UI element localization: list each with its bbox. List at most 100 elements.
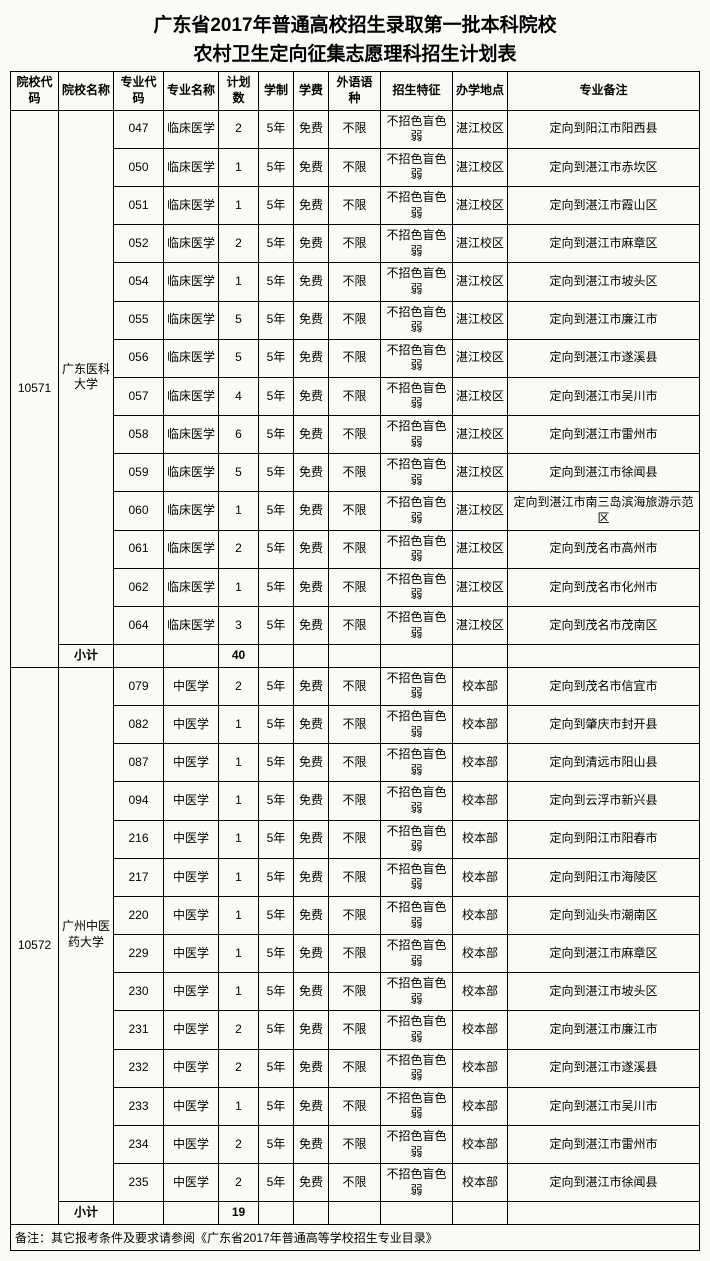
cell-loc: 校本部 bbox=[453, 973, 508, 1011]
cell-loc: 校本部 bbox=[453, 782, 508, 820]
cell-fee: 免费 bbox=[294, 1011, 329, 1049]
table-row: 050临床医学15年免费不限不招色盲色弱湛江校区定向到湛江市赤坎区 bbox=[11, 148, 700, 186]
cell-mc: 059 bbox=[114, 454, 164, 492]
subtotal-label: 小计 bbox=[59, 1202, 114, 1225]
cell-lang: 不限 bbox=[329, 301, 381, 339]
cell-pc: 4 bbox=[219, 377, 259, 415]
cell-loc: 校本部 bbox=[453, 935, 508, 973]
cell-fee: 免费 bbox=[294, 1164, 329, 1202]
cell-fee: 免费 bbox=[294, 225, 329, 263]
cell-mn: 中医学 bbox=[164, 896, 219, 934]
cell-pc: 1 bbox=[219, 148, 259, 186]
cell-mc: 058 bbox=[114, 416, 164, 454]
cell-rm: 定向到湛江市麻章区 bbox=[508, 225, 700, 263]
cell-len: 5年 bbox=[259, 782, 294, 820]
page-title-line2: 农村卫生定向征集志愿理科招生计划表 bbox=[10, 43, 700, 68]
cell-lang: 不限 bbox=[329, 377, 381, 415]
table-row: 056临床医学55年免费不限不招色盲色弱湛江校区定向到湛江市遂溪县 bbox=[11, 339, 700, 377]
cell-req: 不招色盲色弱 bbox=[381, 1049, 453, 1087]
cell-loc: 湛江校区 bbox=[453, 492, 508, 530]
cell-loc: 湛江校区 bbox=[453, 148, 508, 186]
cell-mc: 079 bbox=[114, 667, 164, 705]
cell-pc: 2 bbox=[219, 667, 259, 705]
table-row: 062临床医学15年免费不限不招色盲色弱湛江校区定向到茂名市化州市 bbox=[11, 568, 700, 606]
th-fee: 学费 bbox=[294, 72, 329, 110]
subtotal-row: 小计40 bbox=[11, 645, 700, 668]
cell-pc: 5 bbox=[219, 301, 259, 339]
table-row: 060临床医学15年免费不限不招色盲色弱湛江校区定向到湛江市南三岛滨海旅游示范区 bbox=[11, 492, 700, 530]
cell-pc: 2 bbox=[219, 1049, 259, 1087]
cell-fee: 免费 bbox=[294, 782, 329, 820]
cell-len: 5年 bbox=[259, 492, 294, 530]
cell-req: 不招色盲色弱 bbox=[381, 148, 453, 186]
subtotal-cell bbox=[164, 1202, 219, 1225]
cell-mn: 临床医学 bbox=[164, 530, 219, 568]
cell-rm: 定向到湛江市廉江市 bbox=[508, 301, 700, 339]
table-row: 234中医学25年免费不限不招色盲色弱校本部定向到湛江市雷州市 bbox=[11, 1126, 700, 1164]
cell-len: 5年 bbox=[259, 1164, 294, 1202]
cell-mn: 中医学 bbox=[164, 667, 219, 705]
cell-pc: 3 bbox=[219, 607, 259, 645]
cell-loc: 校本部 bbox=[453, 1164, 508, 1202]
cell-len: 5年 bbox=[259, 896, 294, 934]
cell-lang: 不限 bbox=[329, 568, 381, 606]
cell-mc: 061 bbox=[114, 530, 164, 568]
table-row: 057临床医学45年免费不限不招色盲色弱湛江校区定向到湛江市吴川市 bbox=[11, 377, 700, 415]
cell-len: 5年 bbox=[259, 1011, 294, 1049]
cell-fee: 免费 bbox=[294, 858, 329, 896]
cell-mn: 中医学 bbox=[164, 858, 219, 896]
footnote: 备注：其它报考条件及要求请参阅《广东省2017年普通高等学校招生专业目录》 bbox=[10, 1225, 700, 1251]
cell-len: 5年 bbox=[259, 858, 294, 896]
cell-fee: 免费 bbox=[294, 1087, 329, 1125]
cell-rm: 定向到湛江市雷州市 bbox=[508, 416, 700, 454]
cell-fee: 免费 bbox=[294, 607, 329, 645]
cell-rm: 定向到茂名市茂南区 bbox=[508, 607, 700, 645]
cell-mn: 临床医学 bbox=[164, 454, 219, 492]
cell-pc: 1 bbox=[219, 935, 259, 973]
cell-lang: 不限 bbox=[329, 1087, 381, 1125]
cell-loc: 湛江校区 bbox=[453, 110, 508, 148]
cell-mn: 临床医学 bbox=[164, 301, 219, 339]
cell-fee: 免费 bbox=[294, 454, 329, 492]
cell-mn: 临床医学 bbox=[164, 110, 219, 148]
cell-mc: 231 bbox=[114, 1011, 164, 1049]
cell-req: 不招色盲色弱 bbox=[381, 492, 453, 530]
cell-lang: 不限 bbox=[329, 1011, 381, 1049]
cell-mn: 中医学 bbox=[164, 1011, 219, 1049]
cell-loc: 湛江校区 bbox=[453, 186, 508, 224]
cell-mc: 060 bbox=[114, 492, 164, 530]
cell-pc: 5 bbox=[219, 454, 259, 492]
cell-mn: 临床医学 bbox=[164, 416, 219, 454]
cell-mn: 临床医学 bbox=[164, 607, 219, 645]
cell-len: 5年 bbox=[259, 416, 294, 454]
table-row: 10571广东医科大学047临床医学25年免费不限不招色盲色弱湛江校区定向到阳江… bbox=[11, 110, 700, 148]
cell-loc: 湛江校区 bbox=[453, 301, 508, 339]
cell-rm: 定向到茂名市化州市 bbox=[508, 568, 700, 606]
subtotal-cell bbox=[508, 1202, 700, 1225]
cell-loc: 湛江校区 bbox=[453, 416, 508, 454]
cell-mc: 082 bbox=[114, 705, 164, 743]
cell-pc: 1 bbox=[219, 568, 259, 606]
cell-fee: 免费 bbox=[294, 148, 329, 186]
cell-req: 不招色盲色弱 bbox=[381, 973, 453, 1011]
cell-mc: 062 bbox=[114, 568, 164, 606]
cell-rm: 定向到湛江市徐闻县 bbox=[508, 1164, 700, 1202]
cell-rm: 定向到湛江市霞山区 bbox=[508, 186, 700, 224]
cell-rm: 定向到茂名市信宜市 bbox=[508, 667, 700, 705]
cell-school-name: 广东医科大学 bbox=[59, 110, 114, 645]
cell-mc: 054 bbox=[114, 263, 164, 301]
cell-pc: 1 bbox=[219, 705, 259, 743]
cell-mn: 中医学 bbox=[164, 1164, 219, 1202]
cell-fee: 免费 bbox=[294, 416, 329, 454]
cell-len: 5年 bbox=[259, 935, 294, 973]
cell-fee: 免费 bbox=[294, 186, 329, 224]
cell-req: 不招色盲色弱 bbox=[381, 377, 453, 415]
table-row: 058临床医学65年免费不限不招色盲色弱湛江校区定向到湛江市雷州市 bbox=[11, 416, 700, 454]
cell-rm: 定向到湛江市麻章区 bbox=[508, 935, 700, 973]
subtotal-cell bbox=[453, 645, 508, 668]
cell-mn: 中医学 bbox=[164, 973, 219, 1011]
cell-mn: 中医学 bbox=[164, 1126, 219, 1164]
cell-rm: 定向到湛江市吴川市 bbox=[508, 1087, 700, 1125]
cell-req: 不招色盲色弱 bbox=[381, 301, 453, 339]
cell-loc: 湛江校区 bbox=[453, 530, 508, 568]
